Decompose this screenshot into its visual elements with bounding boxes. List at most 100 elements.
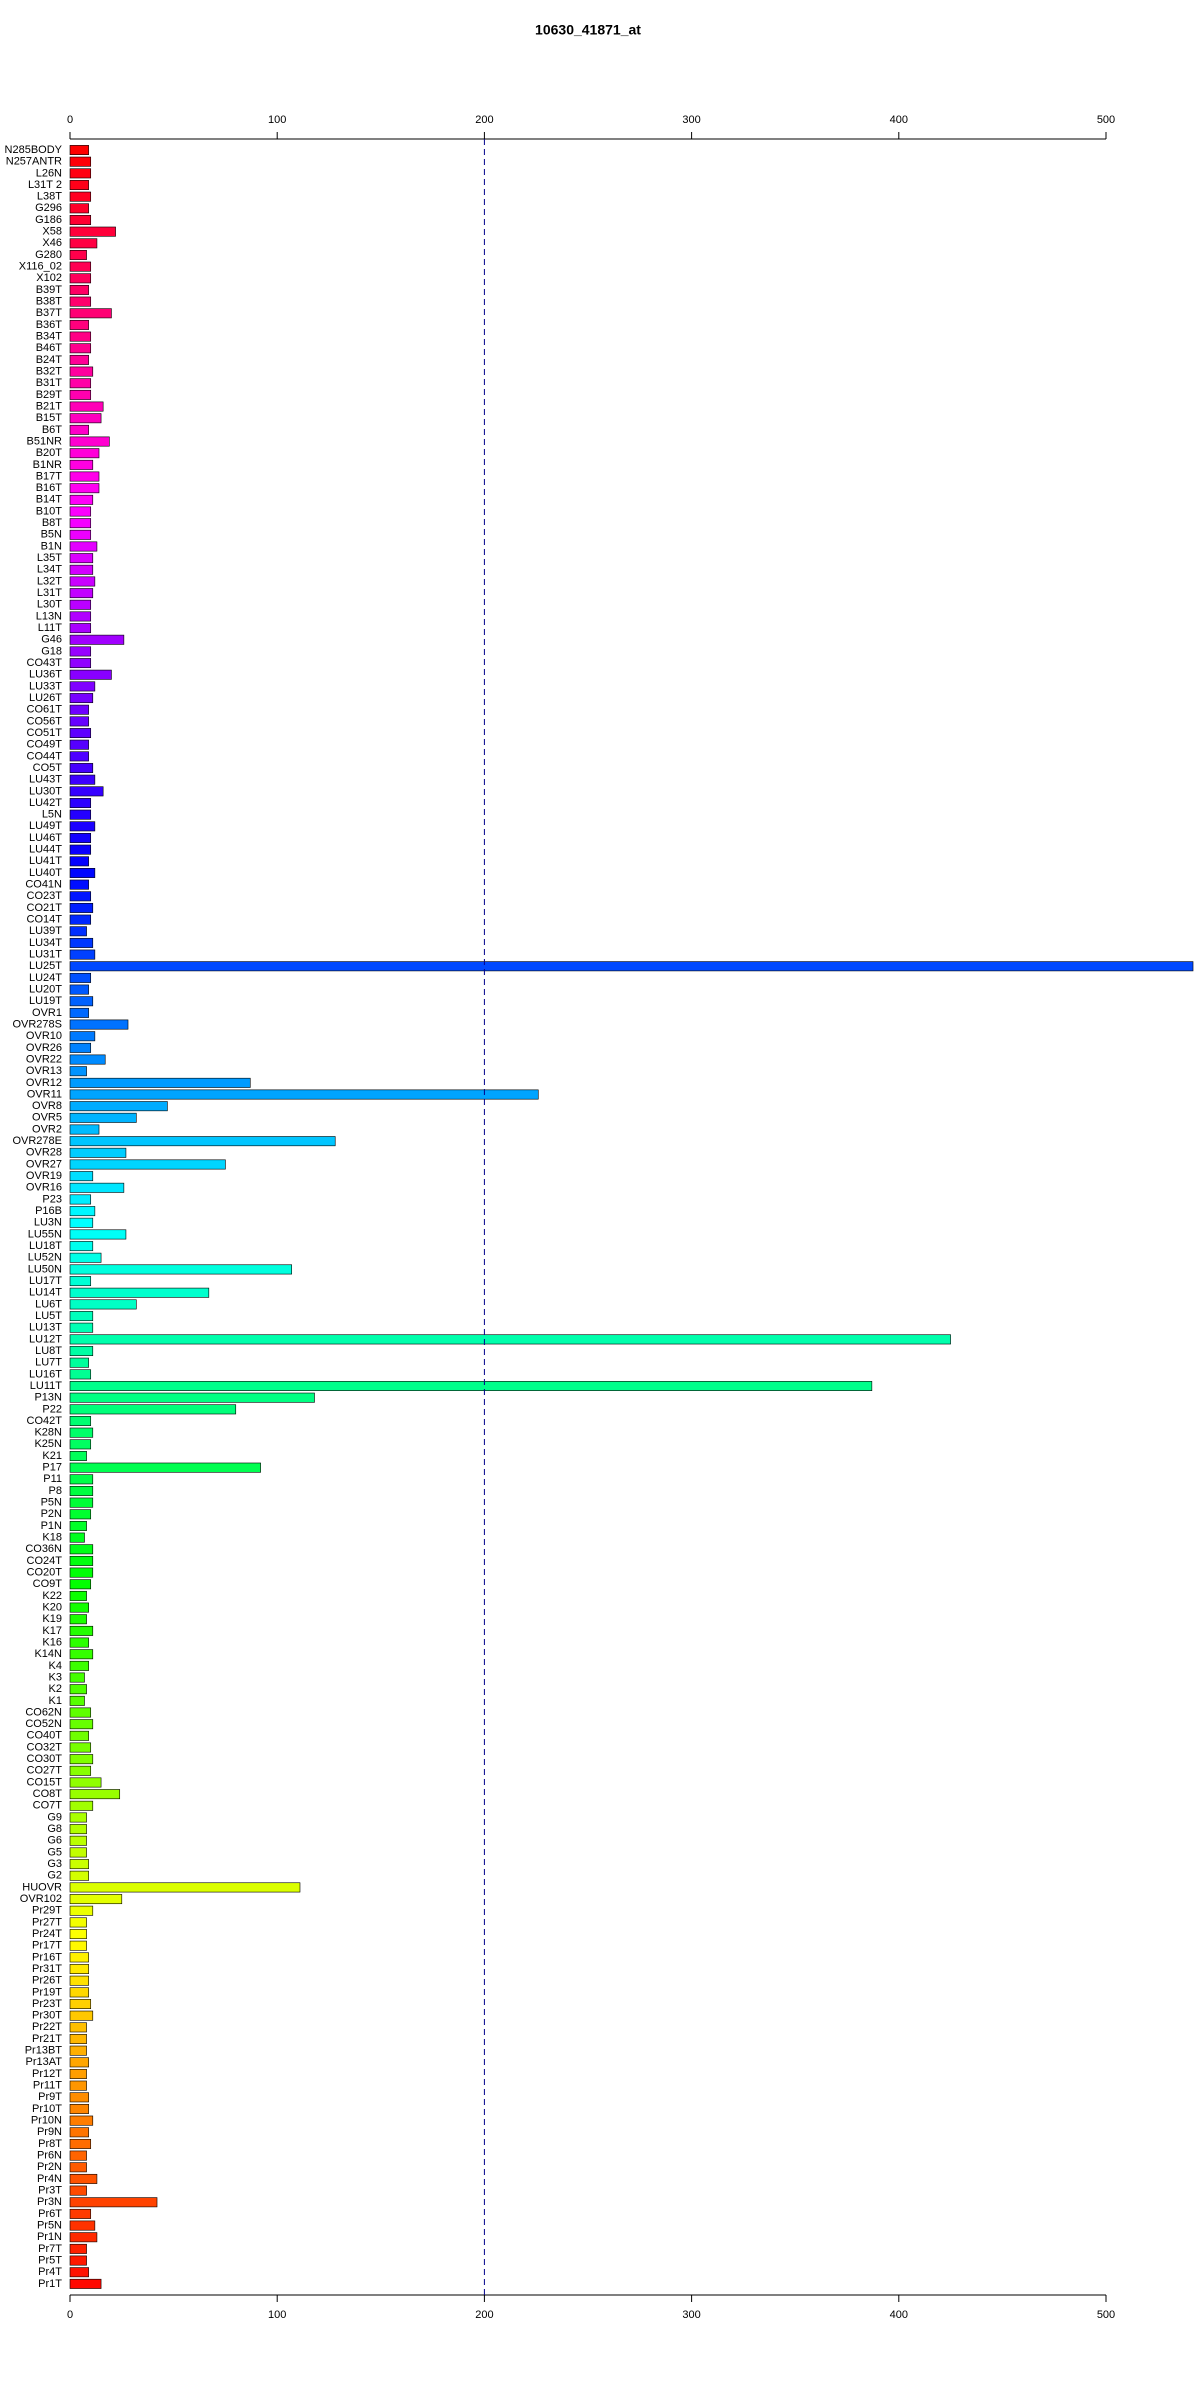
y-tick-label: L11T [38, 622, 63, 634]
y-tick-label: Pr22T [32, 2021, 62, 2033]
y-tick-label: OVR22 [26, 1053, 62, 1065]
y-tick-label: CO44T [27, 750, 63, 762]
y-tick-label: K17 [42, 1625, 62, 1637]
bar [69, 401, 104, 412]
y-tick-label: G9 [47, 1811, 62, 1823]
y-tick-label: G296 [35, 202, 62, 214]
bar [69, 1684, 87, 1695]
y-tick-label: LU26T [29, 692, 62, 704]
y-tick-label: B29T [36, 389, 63, 401]
y-tick-label: G5 [47, 1846, 62, 1858]
y-tick-label: OVR28 [26, 1147, 62, 1159]
chart-title: 10630_41871_at [535, 22, 641, 38]
bar [69, 2115, 94, 2126]
y-tick-label: K19 [42, 1613, 62, 1625]
y-tick-label: B8T [42, 517, 62, 529]
bar [69, 518, 92, 529]
y-tick-label: Pr27T [32, 1916, 62, 1928]
y-tick-label: L38T [37, 191, 62, 203]
y-tick-label: LU8T [35, 1345, 62, 1357]
y-tick-label: CO40T [27, 1730, 63, 1742]
y-tick-label: LU25T [29, 960, 62, 972]
y-tick-label: LU40T [29, 867, 62, 879]
bar [69, 168, 92, 179]
y-tick-label: CO24T [27, 1555, 63, 1567]
y-tick-label: X58 [42, 226, 62, 238]
y-tick-label: OVR5 [32, 1112, 62, 1124]
y-tick-label: P23 [42, 1193, 62, 1205]
bar [69, 331, 92, 342]
y-tick-label: LU3N [34, 1217, 62, 1229]
y-tick-label: X116_02 [19, 261, 62, 273]
y-tick-label: OVR19 [26, 1170, 62, 1182]
y-tick-label: B39T [36, 284, 63, 296]
y-tick-label: CO42T [27, 1415, 63, 1427]
bar [69, 378, 92, 389]
y-tick-label: G2 [47, 1870, 62, 1882]
y-tick-label: G280 [35, 249, 62, 261]
y-tick-label: L5N [42, 809, 62, 821]
y-tick-label: L31T 2 [28, 179, 62, 191]
y-tick-label: K20 [42, 1601, 62, 1613]
y-tick-label: LU5T [35, 1310, 62, 1322]
bar [69, 1812, 87, 1823]
y-tick-label: OVR16 [26, 1182, 62, 1194]
y-tick-label: P2N [41, 1508, 62, 1520]
bar [69, 1637, 89, 1648]
y-tick-label: L26N [36, 167, 62, 179]
bar [69, 1614, 87, 1625]
y-tick-label: B20T [36, 447, 63, 459]
bar [69, 1649, 94, 1660]
bar [69, 2243, 87, 2254]
y-tick-label: Pr9T [38, 2091, 62, 2103]
bar [69, 1427, 94, 1438]
y-tick-label: L32T [37, 575, 62, 587]
y-tick-label: LU14T [29, 1287, 62, 1299]
y-tick-label: LU31T [29, 948, 62, 960]
y-tick-label: B46T [36, 342, 63, 354]
bar [69, 1357, 89, 1368]
bar [69, 1520, 87, 1531]
y-tick-label: LU52N [28, 1252, 62, 1264]
y-tick-label: LU42T [29, 797, 62, 809]
bar [69, 203, 89, 214]
y-tick-label: B32T [36, 365, 63, 377]
bar [69, 506, 92, 517]
y-tick-label: LU34T [29, 937, 62, 949]
y-tick-label: B15T [36, 412, 63, 424]
y-tick-label: Pr10T [32, 2103, 62, 2115]
bar [69, 1672, 85, 1683]
bar [69, 1999, 92, 2009]
bar [69, 1241, 94, 1252]
bar [69, 1147, 127, 1158]
y-tick-label: B24T [36, 354, 63, 366]
y-tick-label: B5N [41, 529, 62, 541]
y-tick-label: B38T [36, 296, 63, 308]
bar [69, 623, 92, 634]
bar [69, 191, 92, 202]
y-tick-label: LU39T [29, 925, 62, 937]
y-tick-label: P13N [34, 1392, 62, 1404]
bar [69, 284, 89, 295]
y-tick-label: CO32T [27, 1741, 63, 1753]
y-tick-label: Pr29T [32, 1905, 62, 1917]
y-tick-label: OVR1 [32, 1007, 62, 1019]
y-tick-label: LU20T [29, 983, 62, 995]
bar [69, 2267, 89, 2278]
bar [69, 1346, 94, 1357]
bar [69, 1695, 85, 1706]
bar [69, 1555, 94, 1566]
y-tick-label: Pr13BT [25, 2045, 63, 2057]
y-tick-label: P22 [42, 1403, 62, 1415]
bar [69, 226, 116, 237]
y-tick-label: CO8T [33, 1788, 63, 1800]
y-tick-label: Pr5N [37, 2219, 62, 2231]
y-tick-label: OVR26 [26, 1042, 62, 1054]
y-tick-label: CO7T [33, 1800, 63, 1812]
y-tick-label: Pr9N [37, 2126, 62, 2138]
y-tick-label: CO20T [27, 1566, 63, 1578]
y-tick-label: B31T [36, 377, 63, 389]
bar [69, 1462, 261, 1473]
y-tick-label: OVR13 [26, 1065, 62, 1077]
bar [69, 1369, 92, 1380]
